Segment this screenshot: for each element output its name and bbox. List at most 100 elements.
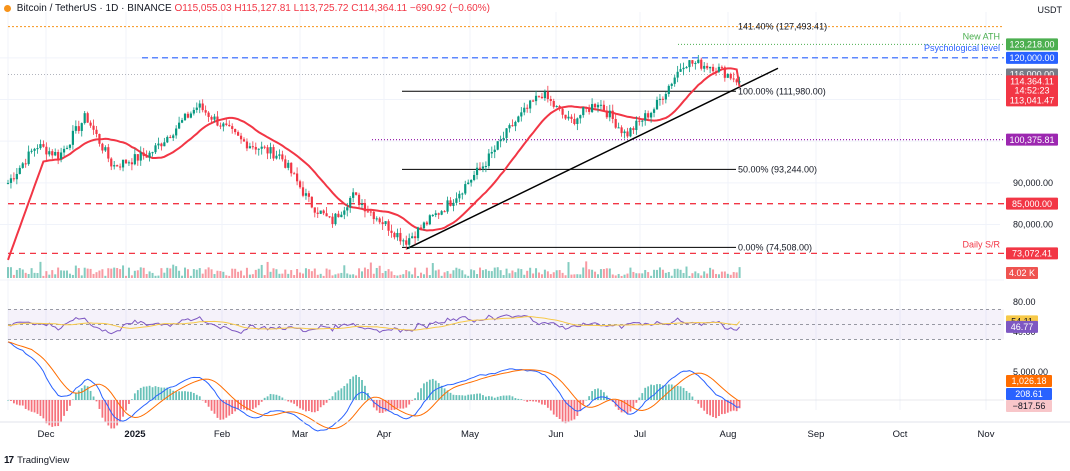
macd-histogram-bar: [620, 400, 623, 413]
volume-bar: [417, 275, 420, 278]
candle-body: [192, 109, 195, 114]
brand-label: TradingView: [17, 455, 70, 466]
candle-body: [101, 143, 104, 151]
volume-bar: [594, 271, 597, 278]
volume-bar: [723, 271, 726, 278]
candle-body: [12, 178, 15, 180]
volume-bar: [151, 272, 154, 278]
volume-bar: [245, 267, 248, 278]
volume-bar: [372, 273, 375, 278]
candle-body: [561, 108, 564, 115]
candle-body: [685, 67, 688, 69]
volume-bar: [349, 274, 352, 278]
volume-bar: [287, 273, 290, 278]
macd-histogram-bar: [281, 397, 284, 400]
macd-histogram-bar: [63, 400, 65, 416]
time-axis: Dec 2025 Feb Mar Apr May Jun Jul Aug Sep Oct Nov: [0, 421, 1070, 440]
candle-body: [593, 104, 597, 108]
tradingview-brand[interactable]: 17 TradingView: [4, 455, 69, 466]
macd-histogram-bar: [691, 396, 694, 400]
candle-body: [688, 60, 691, 68]
candle-body: [384, 221, 387, 225]
macd-histogram-bar: [688, 392, 691, 400]
candle-body: [142, 152, 145, 157]
macd-histogram-bar: [676, 385, 679, 400]
candle-body: [591, 104, 594, 112]
ma-line: [7, 67, 741, 261]
macd-histogram-bar: [74, 392, 77, 400]
candle-body: [478, 167, 482, 169]
candle-body: [732, 78, 735, 80]
candle-body: [307, 193, 310, 197]
macd-histogram-bar: [187, 391, 189, 400]
volume-bar: [130, 275, 133, 278]
volume-bar: [145, 274, 148, 278]
price-tick: 80,000.00: [1013, 220, 1053, 230]
candle-body: [596, 104, 600, 108]
change-value: −690.92 (−0.60%): [409, 3, 490, 14]
volume-bar: [60, 270, 63, 278]
volume-bar: [169, 268, 172, 278]
volume-bar: [263, 275, 266, 278]
volume-bar: [110, 268, 113, 278]
volume-bar: [717, 274, 720, 278]
volume-bar: [561, 272, 564, 278]
volume-bar: [694, 271, 697, 278]
macd-histogram-bar: [104, 400, 107, 422]
macd-histogram-bar: [107, 400, 110, 426]
macd-histogram-bar: [653, 385, 655, 400]
time-label: Dec: [38, 429, 55, 440]
macd-histogram-bar: [485, 396, 487, 400]
candle-body: [272, 147, 275, 159]
candle-body: [470, 179, 473, 183]
volume-bar: [355, 275, 358, 278]
candle-body: [691, 60, 694, 64]
symbol-header[interactable]: Bitcoin / TetherUS · 1D · BINANCE O115,0…: [4, 3, 490, 14]
candle-body: [104, 147, 107, 151]
macd-histogram-bar: [679, 386, 682, 400]
rsi-ma-line: [7, 315, 740, 331]
fib-100-label: 100.00% (111,980.00): [738, 86, 826, 96]
candle-body: [21, 163, 24, 168]
macd-histogram-bar: [644, 387, 647, 400]
volume-bar: [656, 269, 658, 278]
macd-histogram-bar: [694, 400, 697, 401]
macd-histogram-bar: [204, 400, 207, 403]
volume-bar: [45, 271, 48, 278]
time-label: Sep: [808, 429, 825, 440]
macd-histogram-bar: [346, 383, 349, 400]
time-label: May: [461, 429, 479, 440]
candle-body: [366, 211, 369, 213]
candle-body: [449, 200, 452, 206]
candle-body: [74, 126, 77, 131]
macd-histogram-bar: [219, 400, 222, 420]
price-tag: 116,000.00: [1010, 70, 1054, 80]
price-tag: 14:52:23: [1014, 86, 1049, 96]
candle-body: [6, 182, 10, 184]
currency-label[interactable]: USDT: [1037, 5, 1063, 15]
candle-body: [473, 174, 476, 180]
candle-body: [260, 146, 263, 149]
volume-bar: [278, 273, 281, 278]
volume-bar: [7, 267, 9, 278]
macd-histogram-bar: [39, 400, 42, 416]
price-tag-bg: [1006, 51, 1058, 64]
macd-histogram-bar: [369, 400, 372, 401]
macd-histogram-bar: [77, 390, 80, 400]
volume-bar: [328, 269, 331, 278]
macd-histogram-bar: [662, 385, 664, 400]
candle-body: [434, 213, 437, 216]
macd-histogram-bar: [358, 376, 360, 400]
candle-body: [169, 136, 172, 138]
macd-histogram-bar: [738, 400, 741, 409]
candle-body: [322, 210, 325, 214]
macd-histogram-bar: [650, 384, 652, 400]
macd-tag: 1,026.18: [1011, 376, 1046, 386]
volume-bar: [470, 269, 473, 278]
candle-body: [275, 155, 278, 159]
candle-body: [537, 95, 541, 97]
volume-bar: [77, 268, 80, 278]
volume-bar: [18, 268, 21, 278]
candle-body: [139, 152, 142, 161]
